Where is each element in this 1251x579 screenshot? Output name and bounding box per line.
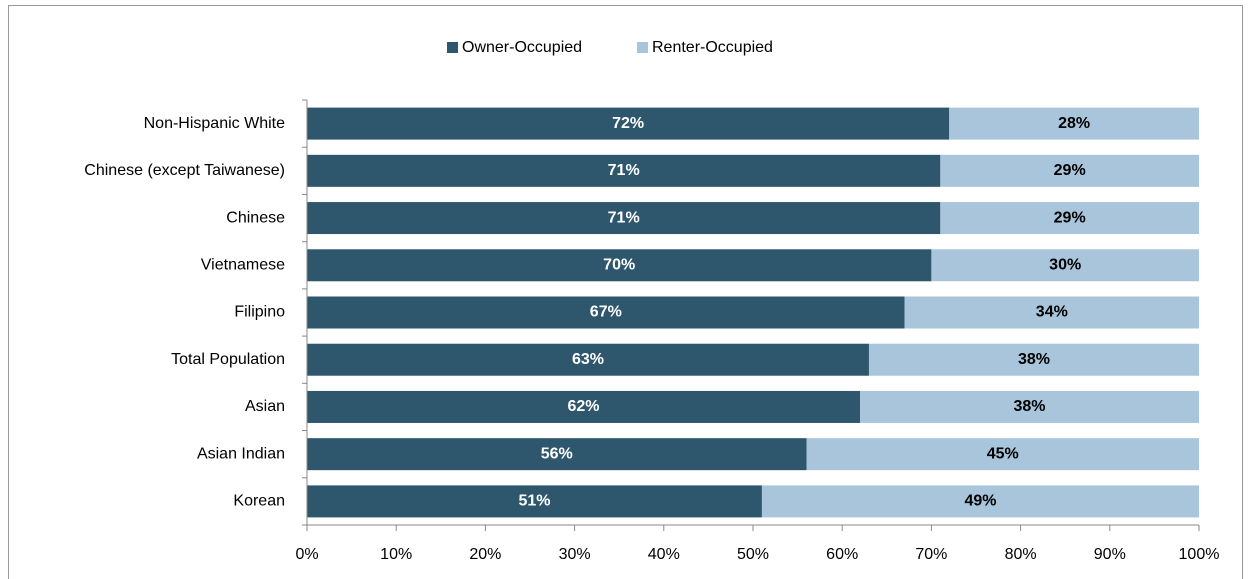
x-tick-label: 60% [826,546,858,563]
legend-swatch [447,42,458,53]
data-label: 34% [1036,304,1068,321]
plot-area [307,107,1199,518]
data-label: 38% [1014,398,1046,415]
data-label: 51% [518,493,550,510]
y-tick-label: Asian Indian [197,445,285,462]
y-tick-label: Asian [245,398,285,415]
data-label: 71% [608,209,640,226]
data-label: 38% [1018,351,1050,368]
x-tick-label: 30% [559,546,591,563]
x-tick-label: 100% [1179,546,1220,563]
x-tick-label: 70% [915,546,947,563]
bar-segment [868,343,1199,376]
chart-frame [8,5,1243,579]
y-tick-label: Total Population [171,351,285,368]
data-label: 72% [612,115,644,132]
x-tick-label: 0% [295,546,318,563]
legend-label: Renter-Occupied [652,39,773,56]
bar-segment [761,485,1199,518]
bar-segment [307,438,807,471]
bar-segment [940,154,1199,187]
data-label: 28% [1058,115,1090,132]
legend-label: Owner-Occupied [462,39,582,56]
x-tick-label: 10% [380,546,412,563]
bar-segment [940,202,1199,235]
bar-segment [949,107,1199,140]
data-label: 29% [1054,209,1086,226]
y-tick-label: Non-Hispanic White [144,115,285,132]
bar-segment [307,485,762,518]
bar-segment [307,249,932,282]
data-label: 71% [608,162,640,179]
x-tick-label: 20% [469,546,501,563]
x-tick-label: 80% [1005,546,1037,563]
data-label: 62% [568,398,600,415]
bar-segment [307,296,905,329]
bar-segment [307,202,941,235]
data-label: 63% [572,351,604,368]
data-label: 30% [1049,256,1081,273]
bar-segment [904,296,1199,329]
y-tick-label: Vietnamese [201,256,285,273]
bar-segment [931,249,1199,282]
bar-segment [307,154,941,187]
data-label: 56% [541,445,573,462]
data-label: 67% [590,304,622,321]
data-label: 45% [987,445,1019,462]
bar-segment [806,438,1199,471]
y-tick-label: Filipino [234,304,285,321]
y-tick-label: Chinese [226,209,285,226]
bar-segment [860,390,1199,423]
x-tick-label: 50% [737,546,769,563]
x-tick-label: 90% [1094,546,1126,563]
y-tick-label: Korean [233,493,285,510]
bar-segment [307,343,869,376]
y-tick-label: Chinese (except Taiwanese) [84,162,285,179]
bar-segment [307,390,861,423]
data-label: 70% [603,256,635,273]
data-label: 49% [964,493,996,510]
x-tick-label: 40% [648,546,680,563]
data-label: 29% [1054,162,1086,179]
bar-segment [307,107,950,140]
legend-swatch [637,42,648,53]
